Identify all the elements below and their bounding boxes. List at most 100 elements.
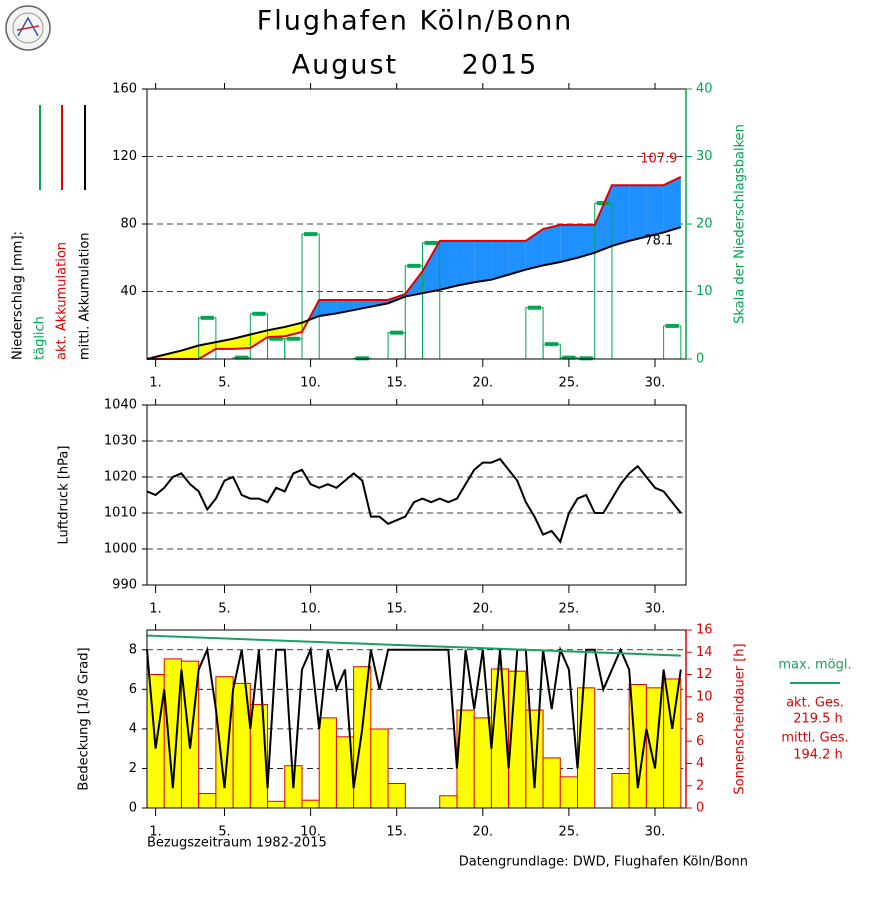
x-tick-label: 30. xyxy=(645,376,666,391)
y2-tick-label: 20 xyxy=(696,217,713,232)
y2-axis-label: Skala der Niederschlagsbalken xyxy=(733,124,748,324)
y-axis-label: Bedeckung [1/8 Grad] xyxy=(77,647,92,790)
accumulation-fill xyxy=(543,224,561,266)
accumulation-fill xyxy=(198,342,216,359)
y-axis-label: Niederschlag [mm]: xyxy=(11,231,26,360)
bar xyxy=(284,338,303,360)
y-tick-label: 1010 xyxy=(104,506,137,521)
bar xyxy=(663,678,682,809)
y2-tick-label: 10 xyxy=(696,689,713,704)
accumulation-fill xyxy=(629,185,647,241)
annotation: 219.5 h xyxy=(793,712,843,727)
accumulation-fill xyxy=(456,240,475,286)
x-tick-label: 1. xyxy=(149,376,161,391)
bar xyxy=(180,660,200,809)
accumulation-fill xyxy=(422,240,440,294)
accumulation-fill xyxy=(577,224,595,258)
y-tick-label: 160 xyxy=(112,82,137,97)
y2-tick-label: 10 xyxy=(696,284,713,299)
y2-axis-label: Sonnenscheindauer [h] xyxy=(733,643,748,794)
x-tick-label: 30. xyxy=(645,602,666,617)
y2-tick-label: 30 xyxy=(696,149,713,164)
y-axis-label: Luftdruck [hPa] xyxy=(57,446,72,545)
accumulation-fill xyxy=(525,229,544,270)
y-tick-label: 80 xyxy=(120,217,137,232)
y2-tick-label: 16 xyxy=(696,623,713,638)
bar xyxy=(542,757,561,809)
y-tick-label: 0 xyxy=(129,801,137,816)
accumulation-fill xyxy=(250,330,268,349)
bar xyxy=(663,325,682,360)
bar xyxy=(267,800,286,809)
y2-tick-label: 4 xyxy=(696,756,704,771)
y2-tick-label: 0 xyxy=(696,352,704,367)
x-tick-label: 5. xyxy=(218,825,230,840)
logo xyxy=(5,5,51,51)
bar xyxy=(559,776,579,809)
y-tick-label: 40 xyxy=(120,284,137,299)
accumulation-fill xyxy=(611,185,630,246)
accumulation-fill xyxy=(164,350,182,359)
y2-tick-label: 8 xyxy=(696,712,704,727)
y-tick-label: 1040 xyxy=(104,398,137,413)
annotation: akt. Ges. xyxy=(786,696,844,711)
y2-tick-label: 0 xyxy=(696,801,704,816)
x-tick-label: 25. xyxy=(559,376,580,391)
x-tick-label: 10. xyxy=(300,376,321,391)
end-label: 78.1 xyxy=(644,234,673,249)
y-tick-label: 1020 xyxy=(104,470,137,485)
x-tick-label: 25. xyxy=(559,602,580,617)
line xyxy=(146,457,682,544)
x-tick-label: 30. xyxy=(645,825,666,840)
bar xyxy=(318,717,337,809)
accumulation-fill xyxy=(474,240,492,283)
x-tick-label: 5. xyxy=(218,602,230,617)
x-tick-label: 20. xyxy=(472,376,493,391)
accumulation-fill xyxy=(646,185,664,237)
x-tick-label: 10. xyxy=(300,602,321,617)
bar xyxy=(611,773,630,809)
legend-label: max. mögl. xyxy=(778,658,851,673)
y-tick-label: 6 xyxy=(129,682,137,697)
y-tick-label: 2 xyxy=(129,761,137,776)
x-tick-label: 10. xyxy=(300,825,321,840)
bar xyxy=(301,799,320,809)
chart-subtitle: August 2015 xyxy=(292,50,539,81)
line xyxy=(146,226,682,360)
accumulation-fill xyxy=(181,345,199,359)
annotation: 194.2 h xyxy=(793,748,843,763)
reference-period: Bezugszeitraum 1982-2015 xyxy=(147,836,327,851)
y2-tick-label: 12 xyxy=(696,667,713,682)
y-tick-label: 1030 xyxy=(104,434,137,449)
x-tick-label: 15. xyxy=(386,825,407,840)
x-tick-label: 20. xyxy=(472,825,493,840)
bar xyxy=(439,795,458,809)
accumulation-fill xyxy=(508,240,526,275)
end-label: 107.9 xyxy=(640,151,677,166)
chart-title: Flughafen Köln/Bonn xyxy=(257,6,574,37)
source-note: Datengrundlage: DWD, Flughafen Köln/Bonn xyxy=(459,855,748,870)
y2-tick-label: 40 xyxy=(696,82,713,97)
x-tick-label: 1. xyxy=(149,602,161,617)
y-tick-label: 990 xyxy=(112,578,137,593)
legend-label: akt. Akkumulation xyxy=(55,242,70,360)
y-tick-label: 120 xyxy=(112,149,137,164)
x-tick-label: 15. xyxy=(386,376,407,391)
accumulation-fill xyxy=(663,176,681,233)
bar xyxy=(198,793,217,809)
bar xyxy=(353,666,372,809)
y2-tick-label: 2 xyxy=(696,778,704,793)
bar xyxy=(267,338,286,360)
bar xyxy=(301,233,320,360)
bar xyxy=(370,728,389,809)
line xyxy=(146,645,682,789)
line xyxy=(147,176,682,360)
bar xyxy=(387,783,406,809)
accumulation-fill xyxy=(439,240,457,290)
legend-label: täglich xyxy=(33,316,48,360)
y2-tick-label: 14 xyxy=(696,645,713,660)
bar xyxy=(577,687,596,809)
bar xyxy=(473,717,492,809)
bar xyxy=(542,343,561,360)
